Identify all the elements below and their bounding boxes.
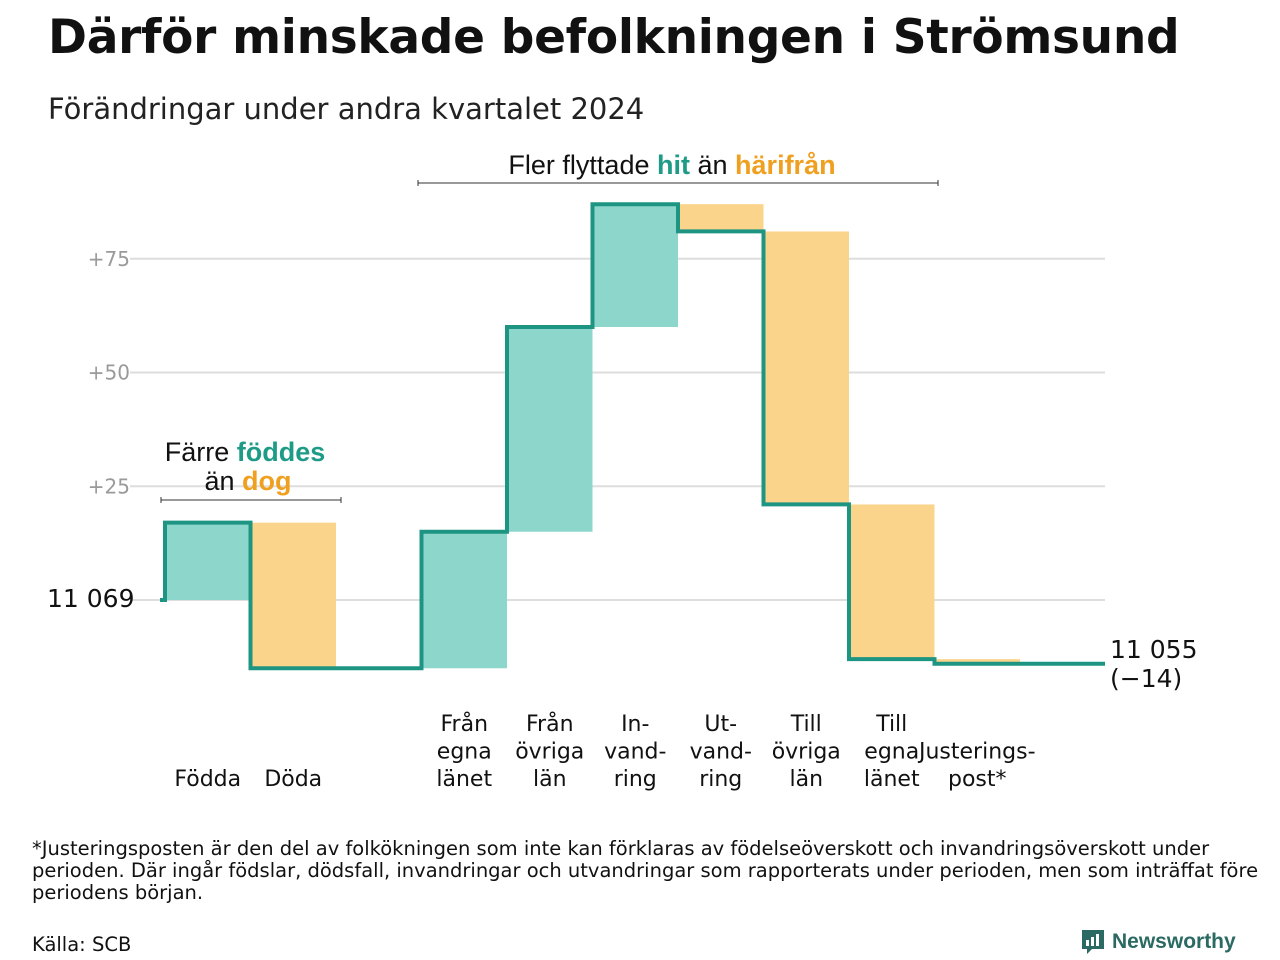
waterfall-bar — [592, 204, 678, 327]
waterfall-bar — [250, 522, 336, 669]
births-annotation-line1: Färre föddes — [165, 437, 326, 467]
moves-annotation-text: Fler flyttade hit än härifrån — [508, 150, 835, 180]
y-axis-ticks: +25 +50 +75 — [88, 247, 130, 499]
end-change-label: (−14) — [1110, 664, 1182, 693]
waterfall-bar — [763, 231, 849, 505]
source-label: Källa: SCB — [32, 933, 132, 956]
births-annotation-line2: än dog — [204, 466, 291, 496]
category-label: In-vand-ring — [604, 712, 666, 792]
start-value-label: 11 069 — [47, 584, 134, 613]
y-tick-label: +25 — [88, 474, 130, 498]
bars — [165, 204, 1020, 669]
waterfall-bar — [507, 327, 593, 532]
step-line — [160, 202, 1105, 671]
end-value-label: 11 055 — [1110, 635, 1197, 664]
cumulative-step-line — [160, 202, 1105, 671]
y-tick-label: +50 — [88, 361, 130, 385]
moves-annotation-bracket — [417, 180, 939, 186]
category-label: Till övriga län — [772, 712, 841, 792]
newsworthy-logo-icon — [1082, 930, 1104, 954]
waterfall-bar — [849, 504, 935, 660]
births-annotation-bracket — [160, 497, 342, 503]
moves-annotation: Fler flyttade hit än härifrån — [417, 150, 939, 186]
category-label: Födda — [174, 767, 241, 792]
waterfall-bar — [421, 531, 507, 669]
footnote: *Justeringsposten är den del av folkökni… — [32, 837, 1259, 904]
waterfall-bar — [934, 659, 1020, 664]
chart-title: Därför minskade befolkningen i Strömsund — [48, 10, 1180, 65]
waterfall-bar — [678, 204, 764, 232]
category-label: Till egna länet — [864, 712, 920, 792]
y-tick-label: +75 — [88, 247, 130, 271]
category-label: Ut-vand-ring — [690, 712, 752, 792]
brand-name: Newsworthy — [1112, 930, 1236, 953]
category-label: Justerings-post* — [917, 740, 1036, 793]
waterfall-bar — [165, 522, 251, 600]
brand-logo: Newsworthy — [1080, 928, 1236, 956]
waterfall-chart: +25 +50 +75 Födda Döda Från egna länet Från övri… — [47, 150, 1197, 792]
category-label: Döda — [264, 767, 322, 792]
category-label: Från övriga län — [515, 711, 584, 792]
category-labels: Födda Döda Från egna länet Från övriga län In-va… — [174, 711, 1035, 792]
births-annotation: Färre föddes än dog — [160, 437, 342, 503]
chart-subtitle: Förändringar under andra kvartalet 2024 — [48, 92, 645, 126]
category-label: Från egna länet — [436, 711, 492, 792]
